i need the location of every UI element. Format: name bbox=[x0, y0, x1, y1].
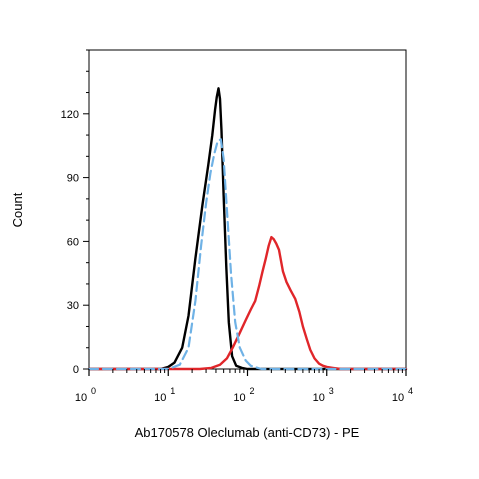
y-tick-label: 30 bbox=[67, 300, 79, 312]
x-tick-exponent: 3 bbox=[329, 386, 334, 396]
series-line-3 bbox=[87, 235, 408, 371]
x-tick-exponent: 0 bbox=[91, 386, 96, 396]
x-axis-title: Ab170578 Oleclumab (anti-CD73) - PE bbox=[135, 425, 360, 440]
x-tick-base: 10 bbox=[313, 392, 325, 404]
y-tick-label: 90 bbox=[67, 173, 79, 185]
y-tick-label: 60 bbox=[67, 236, 79, 248]
x-tick-base: 10 bbox=[233, 392, 245, 404]
y-tick-label: 0 bbox=[73, 364, 79, 376]
x-tick-base: 10 bbox=[75, 392, 87, 404]
x-tick-base: 10 bbox=[154, 392, 166, 404]
x-tick-exponent: 1 bbox=[170, 386, 175, 396]
x-tick-exponent: 2 bbox=[250, 386, 255, 396]
y-tick-label: 120 bbox=[61, 109, 79, 121]
x-tick-exponent: 4 bbox=[408, 386, 413, 396]
x-tick-label: 10 4 bbox=[392, 386, 413, 404]
x-tick-label: 10 3 bbox=[313, 386, 334, 404]
x-tick-label: 10 0 bbox=[75, 386, 96, 404]
series-layer bbox=[87, 87, 408, 371]
axis-layer: 0 30 60 90 120 10 0 10 1 10 2 10 3 10 4 bbox=[61, 49, 413, 404]
x-tick-base: 10 bbox=[392, 392, 404, 404]
x-tick-label: 10 1 bbox=[154, 386, 175, 404]
series-line-2 bbox=[87, 138, 408, 371]
x-tick-label: 10 2 bbox=[233, 386, 254, 404]
series-line-1 bbox=[87, 87, 408, 371]
plot-frame bbox=[88, 49, 407, 370]
y-axis-title: Count bbox=[10, 192, 25, 227]
